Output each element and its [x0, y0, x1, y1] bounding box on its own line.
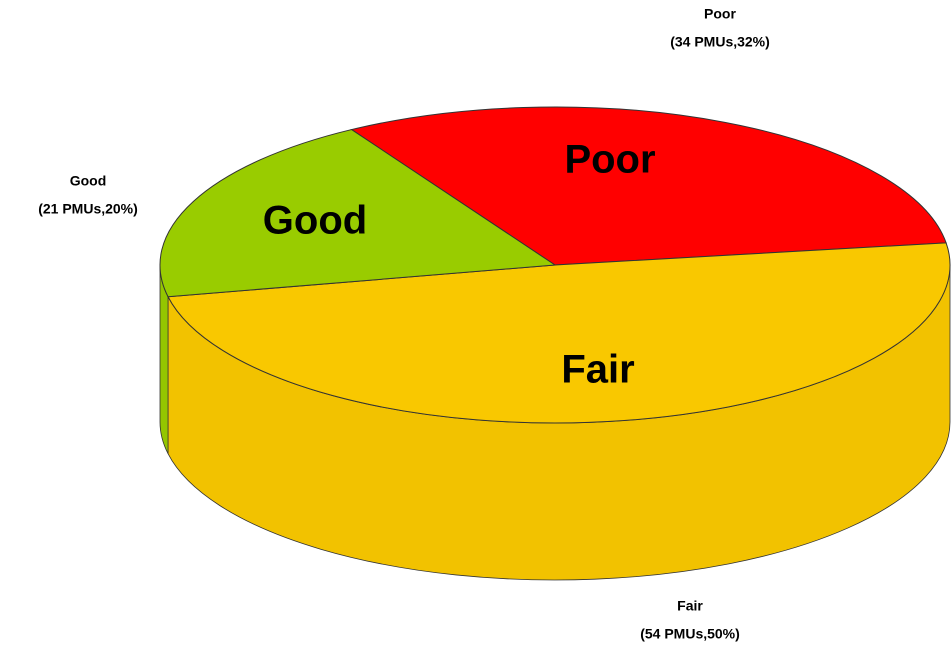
pie-slice [167, 242, 951, 424]
outer-label-name: Fair [677, 598, 703, 614]
slice-label: Poor [564, 138, 655, 182]
pie-slice [350, 106, 947, 266]
slice-label: Fair [561, 348, 634, 392]
outer-label-name: Poor [704, 6, 736, 22]
pie-slice [159, 129, 557, 298]
outer-label-value: (34 PMUs,32%) [670, 34, 770, 50]
slice-label: Good [263, 199, 367, 243]
outer-label-value: (54 PMUs,50%) [640, 626, 740, 642]
outer-label-value: (21 PMUs,20%) [38, 201, 138, 217]
outer-label-name: Good [70, 173, 107, 189]
